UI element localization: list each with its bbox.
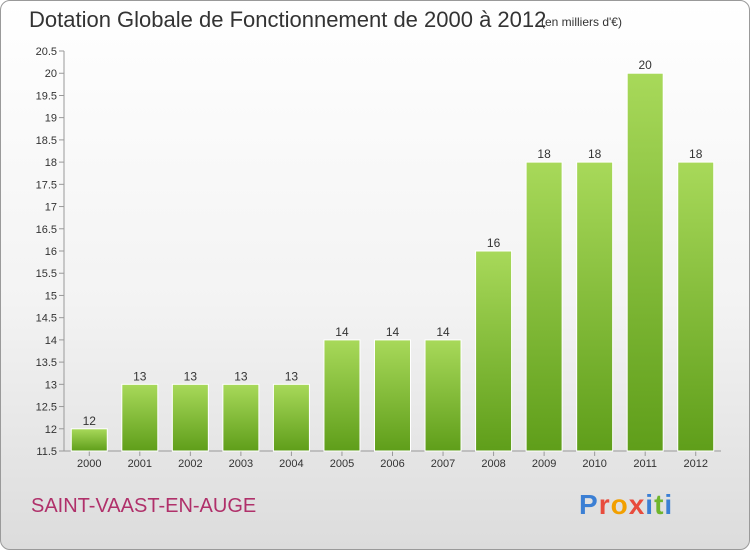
bar — [272, 383, 310, 452]
y-tick-label: 17 — [45, 202, 57, 214]
bar — [626, 72, 664, 452]
data-label: 13 — [184, 369, 198, 383]
bar — [525, 161, 563, 452]
y-tick-label: 13 — [45, 379, 57, 391]
y-tick-label: 15 — [45, 290, 57, 302]
bar — [475, 250, 513, 452]
y-tick-label: 20.5 — [36, 46, 57, 58]
bar — [374, 339, 411, 452]
logo-letter: r — [598, 489, 611, 520]
data-label: 16 — [487, 236, 501, 250]
x-tick-label: 2005 — [330, 458, 354, 470]
data-label: 14 — [335, 325, 349, 339]
data-label: 18 — [537, 147, 551, 161]
bar — [424, 339, 462, 452]
data-label: 18 — [588, 147, 602, 161]
bar — [222, 383, 260, 452]
y-tick-label: 14.5 — [36, 313, 57, 325]
x-tick-label: 2000 — [77, 458, 101, 470]
logo-letter: P — [579, 489, 599, 520]
y-tick-label: 12.5 — [36, 402, 57, 414]
data-label: 18 — [689, 147, 703, 161]
y-tick-label: 14 — [45, 335, 57, 347]
bar — [121, 383, 159, 452]
bar — [70, 428, 108, 452]
x-tick-label: 2012 — [683, 458, 707, 470]
data-label: 12 — [83, 414, 97, 428]
logo-letter: o — [610, 489, 629, 520]
y-tick-label: 12 — [45, 424, 57, 436]
commune-name: SAINT-VAAST-EN-AUGE — [31, 495, 257, 517]
data-label: 14 — [436, 325, 450, 339]
x-tick-label: 2011 — [633, 458, 657, 470]
x-tick-label: 2003 — [229, 458, 253, 470]
proxiti-logo: Proxiti — [579, 489, 673, 521]
y-tick-label: 16 — [45, 246, 57, 258]
y-tick-label: 19.5 — [36, 90, 57, 102]
data-label: 13 — [133, 369, 147, 383]
x-tick-label: 2006 — [380, 458, 404, 470]
y-tick-label: 18 — [45, 157, 57, 169]
y-tick-label: 15.5 — [36, 268, 57, 280]
y-tick-label: 11.5 — [36, 446, 57, 458]
y-tick-label: 18.5 — [36, 135, 57, 147]
x-tick-label: 2010 — [582, 458, 606, 470]
data-label: 20 — [639, 58, 653, 72]
logo-letter: x — [628, 489, 646, 520]
logo-letter: i — [664, 489, 674, 520]
y-tick-label: 17.5 — [36, 179, 57, 191]
bar — [576, 161, 614, 452]
logo-letter: i — [645, 489, 655, 520]
x-tick-label: 2002 — [178, 458, 202, 470]
bar — [677, 161, 715, 452]
data-label: 13 — [234, 369, 248, 383]
y-tick-label: 20 — [45, 68, 57, 80]
x-tick-label: 2001 — [128, 458, 152, 470]
chart-subtitle: (en milliers d'€) — [541, 15, 622, 29]
x-tick-label: 2008 — [481, 458, 505, 470]
chart-title: Dotation Globale de Fonctionnement de 20… — [29, 7, 547, 32]
data-label: 14 — [386, 325, 400, 339]
x-tick-label: 2007 — [431, 458, 455, 470]
bar — [171, 383, 209, 452]
y-tick-label: 19 — [45, 113, 57, 125]
y-tick-label: 16.5 — [36, 224, 57, 236]
bar — [323, 339, 361, 452]
data-label: 13 — [285, 369, 299, 383]
x-tick-label: 2004 — [279, 458, 303, 470]
logo-letter: t — [654, 489, 665, 520]
y-tick-label: 13.5 — [36, 357, 57, 369]
x-tick-label: 2009 — [532, 458, 556, 470]
